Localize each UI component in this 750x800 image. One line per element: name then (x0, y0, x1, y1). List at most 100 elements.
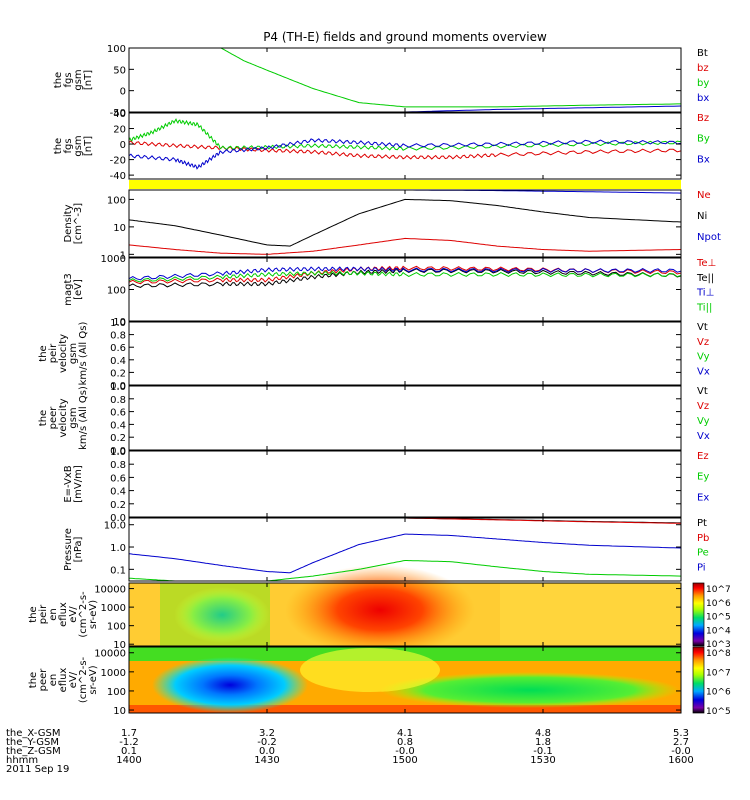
colorbar-tick-label: 10^7 (706, 668, 731, 678)
p3-series-red (129, 237, 681, 255)
ephemeris-value: 1.7 (121, 728, 137, 739)
panel-p1: 100 50 0 -50 the fgs gsm [nT] Bt bz by bx (53, 44, 709, 119)
p10-ylabel-line: eflux (58, 668, 69, 693)
ephemeris-row-label: the_Y-GSM (6, 737, 59, 748)
time-tick-label: 1430 (254, 755, 279, 766)
p4-legend-1: Te|| (696, 273, 714, 284)
ephemeris-row-label: the_X-GSM (6, 728, 60, 739)
p10-ytick-label: 10 (113, 706, 126, 717)
ephemeris-value: -0.0 (395, 746, 415, 757)
panel-p9: 10000 1000 100 10 the peir en eflux eV/(cm^2-s-s… (28, 582, 682, 651)
p7-ylabel-line: [mV/m] (73, 465, 84, 503)
p3-frame (128, 189, 682, 258)
p2-legend-1: By (697, 134, 710, 145)
ephemeris-table: the_X-GSM 1.7 3.2 4.1 4.8 5.3 the_Y-GSM -1.2 -0.… (6, 728, 694, 775)
p10-ylabel: the peer en eflux eV/(cm^2-s-sr-eV) (28, 656, 99, 703)
p4-ylabel-line: [eV] (73, 279, 84, 300)
p9-ylabel-line: eflux (58, 602, 69, 627)
p6-ytick-label: 0.0 (110, 446, 126, 457)
p5-ytick-label: 0.2 (110, 368, 126, 379)
p4-ylabel-line: magt3 (63, 273, 74, 306)
p7-ytick-label: 0.2 (110, 500, 126, 511)
p10-ylabel-line: peer (38, 668, 49, 692)
ephemeris-value: -1.2 (119, 737, 139, 748)
p3-ylabel: Density [cm^-3] (63, 203, 84, 244)
ephemeris-value: -0.1 (533, 746, 553, 757)
p1-ytick-label: 100 (107, 44, 126, 55)
p6-legend-3: Vx (697, 431, 710, 442)
p8-legend-1: Pb (697, 533, 709, 544)
p3-legend-1: Ni (697, 211, 707, 222)
p2-series-green (129, 118, 681, 151)
panel-p8: 10.0 1.0 0.1 Pressure [nPa] Pt Pb Pe Pi (63, 517, 709, 582)
p6-ylabel: the peer velocity gsm km/s (All Qs) (38, 386, 89, 450)
p9-ylabel-line: eV/ (68, 606, 79, 623)
p1-legend-3: bx (697, 93, 709, 104)
p2-ytick-label: 0 (120, 140, 126, 151)
p3-ytick-label: 1 (120, 250, 126, 261)
p7-legend-1: Ey (697, 472, 709, 483)
panel-p5: 1.0 0.80.6 0.40.2 0.0 the peir velocity gsm km/s… (38, 318, 710, 392)
p1-frame (128, 47, 682, 113)
p6-ytick-label: 0.8 (110, 395, 126, 406)
ephemeris-value: 4.8 (535, 728, 551, 739)
time-tick-label: 1500 (392, 755, 417, 766)
p8-series-blue (129, 533, 681, 574)
electron-cold-region (152, 657, 308, 713)
ephemeris-value: 1.8 (535, 737, 551, 748)
p6-ytick-label: 0.2 (110, 433, 126, 444)
panel-p7: 1.0 0.8 0.6 0.4 0.2 0.0 E=-VxB [mV/m] Ez Ey Ex (63, 447, 709, 524)
colorbar-tick-label: 10^4 (706, 626, 731, 636)
time-label: hhmm (6, 755, 38, 766)
p4-ytick-label: 10 (113, 317, 126, 328)
time-tick-label: 1400 (116, 755, 141, 766)
panel-p10: 10000 1000 100 10 the peer en eflux eV/(cm^2-s-s… (28, 646, 682, 717)
p9-ylabel-line: en (48, 608, 59, 621)
p5-ylabel-line: the (38, 345, 49, 361)
electron-spectrogram (129, 647, 681, 713)
electron-colorbar (692, 646, 705, 714)
p4-series-black (129, 268, 681, 291)
p9-ylabel-line: peir (38, 604, 49, 624)
p5-ylabel-line: peir (48, 343, 59, 363)
p3-legend-2: Npot (697, 232, 721, 243)
p5-ytick-label: 0.6 (110, 343, 126, 354)
p5-ylabel-line: velocity (58, 334, 69, 373)
p5-ytick-label: 0.0 (110, 381, 126, 392)
p8-ylabel-line: Pressure (63, 528, 74, 571)
p5-ytick-label: 0.8 (110, 331, 126, 342)
p10-ylabel-line: the (28, 672, 39, 688)
colorbar-tick-label: 10^5 (706, 707, 731, 717)
p6-ylabel-line: km/s (All Qs) (78, 386, 89, 450)
p1-ytick-label: 50 (113, 65, 126, 76)
p10-ylabel-line: sr-eV) (88, 665, 99, 694)
colorbar-tick-label: 10^3 (706, 640, 731, 650)
p1-ytick-label: -50 (110, 108, 126, 119)
p1-ylabel-line: [nT] (83, 70, 94, 90)
p3-series-black (129, 198, 681, 247)
p8-ytick-label: 0.1 (110, 565, 126, 576)
electron-hot-region (300, 648, 440, 692)
ephemeris-value: 5.3 (673, 728, 689, 739)
p9-ylabel-line: sr-eV) (88, 600, 99, 629)
p6-legend-1: Vz (697, 401, 709, 412)
p10-ylabel-line: eV/ (68, 671, 79, 688)
ephemeris-value: 0.8 (397, 737, 413, 748)
time-tick-label: 1600 (668, 755, 693, 766)
p9-ylabel-line: (cm^2-s- (78, 591, 89, 638)
p2-ytick-label: -20 (110, 156, 126, 167)
ion-spectrogram (129, 565, 681, 655)
p1-series-blue (404, 102, 681, 112)
p3-legend-0: Ne (697, 190, 711, 201)
figure-title: P4 (TH-E) fields and ground moments over… (263, 30, 547, 44)
ion-cold-region (174, 587, 270, 643)
p1-legend-0: Bt (697, 48, 708, 59)
p8-series-red (404, 518, 681, 527)
p6-ylabel-line: gsm (68, 407, 79, 428)
p5-ylabel-line: km/s (All Qs) (78, 322, 89, 386)
p8-ytick-label: 1.0 (110, 543, 126, 554)
p1-ytick-label: 0 (120, 87, 126, 98)
p1-series-green (220, 48, 681, 108)
p2-ylabel-line: fgs (63, 138, 74, 153)
